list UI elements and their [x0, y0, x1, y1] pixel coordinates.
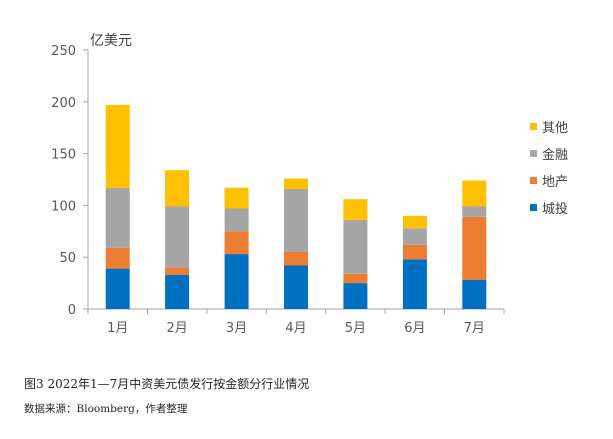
bar-segment: [402, 228, 427, 245]
y-tick-label: 50: [59, 251, 76, 266]
legend-swatch: [530, 177, 537, 184]
bar-segment: [165, 267, 190, 275]
y-tick-label: 0: [68, 303, 76, 318]
bar-segment: [284, 178, 308, 189]
x-tick-label: 7月: [464, 321, 485, 336]
x-tick-label: 3月: [226, 321, 247, 336]
legend-label: 地产: [542, 175, 568, 190]
bar-segment: [224, 187, 249, 209]
legend-swatch: [530, 204, 537, 211]
y-axis-unit-label: 亿美元: [90, 33, 132, 49]
bar-segment: [402, 244, 427, 260]
x-tick-label: 2月: [167, 321, 188, 336]
x-tick-label: 5月: [345, 321, 366, 336]
bar-segment: [105, 268, 130, 309]
x-tick-label: 1月: [107, 321, 128, 336]
y-tick-label: 200: [51, 96, 76, 111]
bar-segment: [402, 259, 427, 309]
bar-segment: [105, 104, 130, 188]
bar-segment: [284, 188, 308, 252]
bar-segment: [462, 216, 487, 280]
bar-segment: [343, 219, 368, 274]
y-tick-label: 150: [51, 148, 76, 163]
bar-segment: [165, 274, 190, 309]
legend-label: 其他: [542, 121, 568, 136]
bar-segment: [343, 273, 368, 284]
legend-swatch: [530, 123, 537, 130]
bar-segment: [343, 199, 368, 220]
plot-area: 0 50 100 150 200 250 1月 2月 3月 4月 5月 6月 7月: [51, 44, 505, 336]
y-tick-label: 100: [51, 199, 76, 214]
bar-segment: [284, 265, 308, 309]
bar-segment: [402, 215, 427, 229]
figure-caption: 图3 2022年1—7月中资美元债发行按金额分行业情况: [24, 377, 310, 391]
legend-label: 城投: [542, 201, 568, 217]
bar-segment: [224, 231, 249, 255]
y-tick-label: 250: [51, 44, 76, 59]
bar-segment: [343, 283, 368, 309]
bar-segment: [105, 187, 130, 248]
bar-segment: [462, 206, 487, 217]
data-source-note: 数据来源：Bloomberg，作者整理: [24, 403, 188, 415]
x-tick-label: 6月: [404, 321, 425, 336]
legend-swatch: [530, 150, 537, 157]
bar-segment: [224, 254, 249, 309]
bar-segment: [462, 280, 487, 309]
bar-segment: [462, 180, 487, 207]
bar-segment: [165, 206, 190, 268]
chart: 0 50 100 150 200 250 1月 2月 3月 4月 5月 6月 7月 亿美元 其他金融地产…: [51, 33, 568, 336]
bar-segment: [165, 170, 190, 207]
legend-label: 金融: [542, 147, 568, 163]
x-tick-label: 4月: [285, 321, 306, 336]
bar-segment: [284, 252, 308, 266]
bar-segment: [105, 247, 130, 269]
bar-segment: [224, 208, 249, 232]
